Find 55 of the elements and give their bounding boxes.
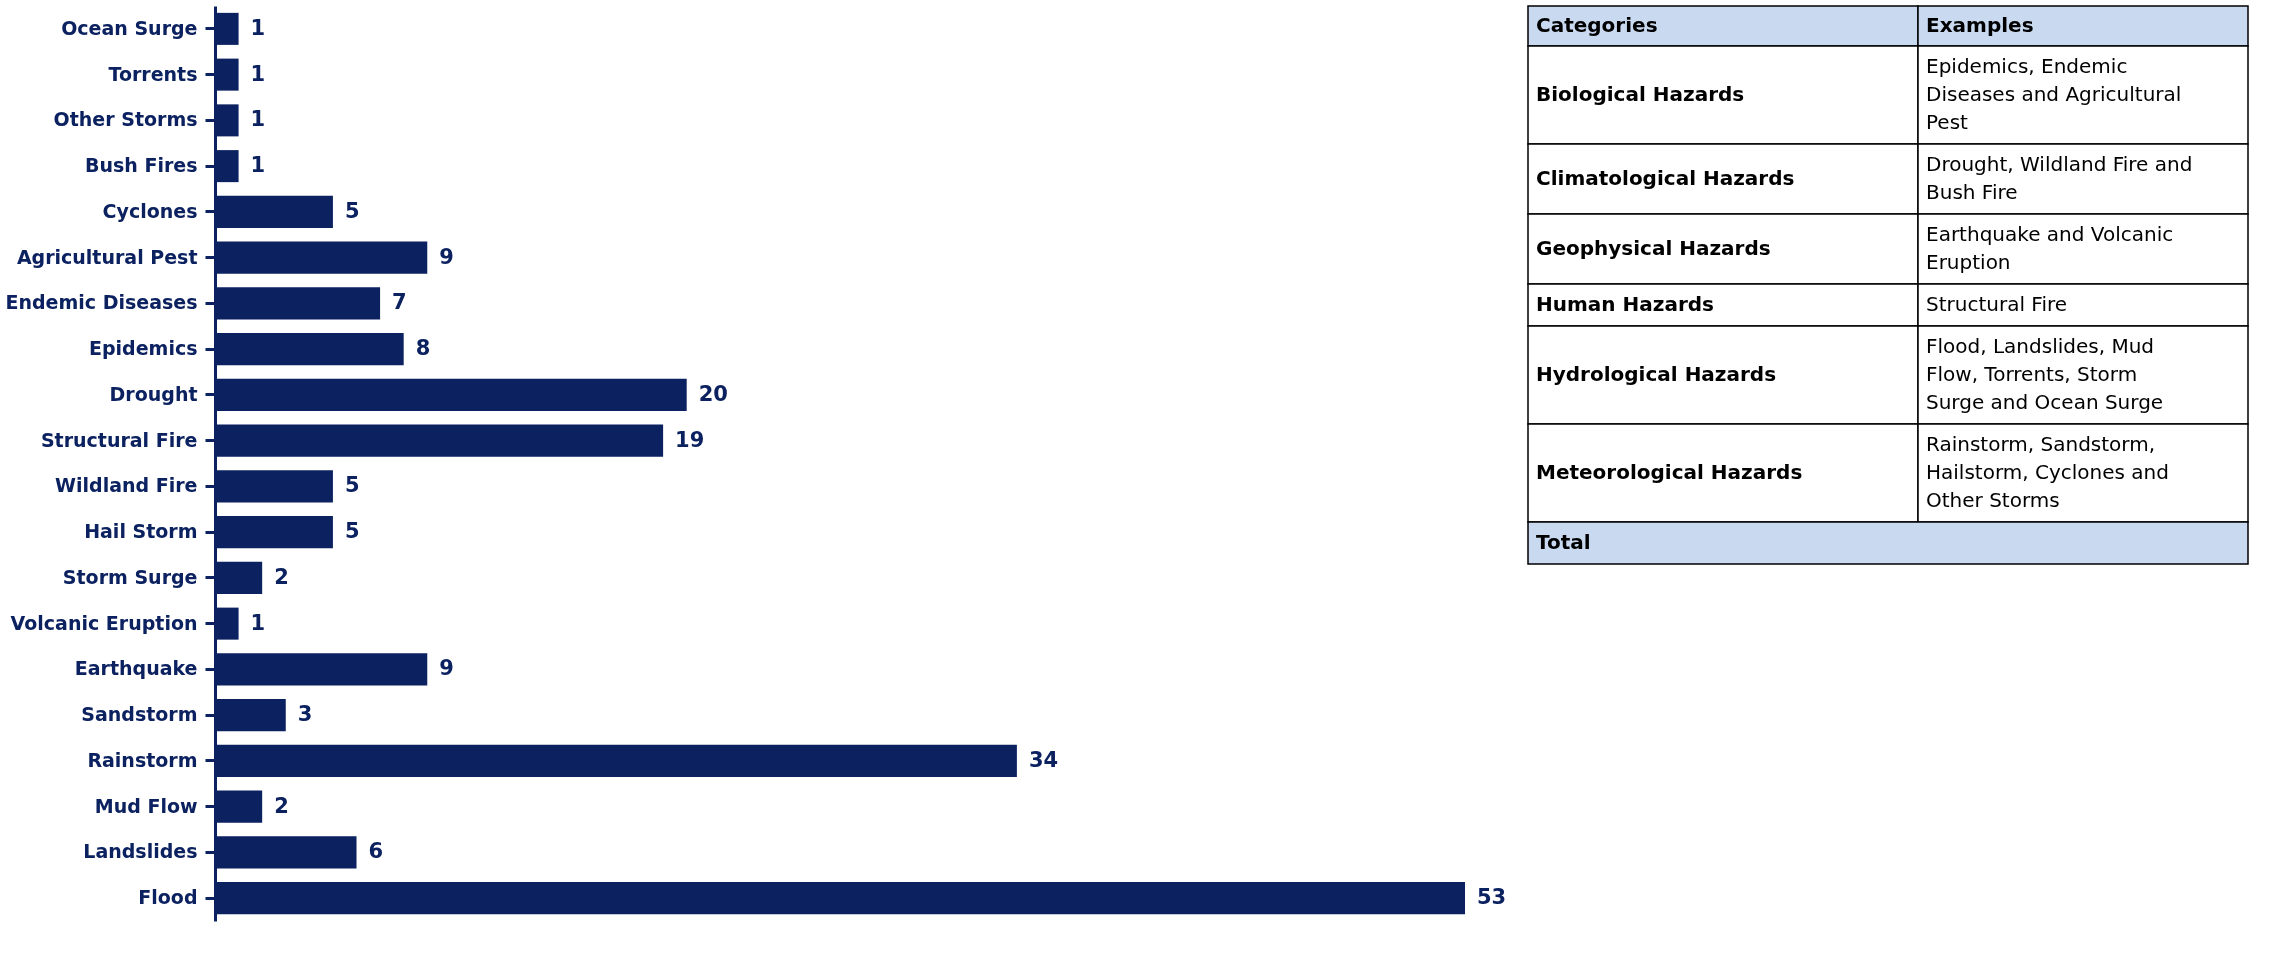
data-label: 34 xyxy=(1028,747,1059,772)
data-label: 1 xyxy=(250,61,266,86)
text: Drought, Wildland Fire and Bush Fire xyxy=(1926,152,2193,204)
data-label: 7 xyxy=(392,290,407,315)
data-label: 8 xyxy=(415,336,431,361)
y-tick-label: Cyclones xyxy=(102,199,198,222)
data-label: 9 xyxy=(439,656,454,681)
y-tick-label: Hail Storm xyxy=(84,520,198,543)
data-label: 1 xyxy=(250,107,266,132)
data-label: 2 xyxy=(274,793,289,818)
text: Flood, Landslides, Mud Flow, Torrents, Storm Surge and Ocean Surge xyxy=(1926,334,2164,414)
data-label: 5 xyxy=(344,198,360,223)
data-label: 1 xyxy=(250,15,266,40)
data-label: 20 xyxy=(698,381,728,406)
data-label: 3 xyxy=(297,702,313,727)
category-label: Meteorological Hazards xyxy=(1536,460,1803,484)
y-tick-label: Epidemics xyxy=(89,337,198,360)
y-tick-label: Wildland Fire xyxy=(55,474,198,497)
y-tick-label: Landslides xyxy=(83,840,198,863)
y-tick-label: Earthquake xyxy=(74,657,198,680)
data-label: 9 xyxy=(439,244,454,269)
category-label: Human Hazards xyxy=(1536,292,1714,316)
y-tick-label: Mud Flow xyxy=(94,794,198,817)
y-tick-label: Drought xyxy=(109,382,198,405)
y-tick-label: Endemic Diseases xyxy=(5,291,198,314)
y-tick-label: Bush Fires xyxy=(84,154,198,177)
category-label: Hydrological Hazards xyxy=(1536,362,1777,386)
data-label: 19 xyxy=(675,427,705,452)
data-label: 53 xyxy=(1477,885,1507,910)
data-label: 1 xyxy=(250,153,266,178)
text: Structural Fire xyxy=(1926,292,2068,316)
y-tick-label: Volcanic Eruption xyxy=(10,611,198,634)
y-tick-label: Ocean Surge xyxy=(61,16,198,39)
y-tick-label: Rainstorm xyxy=(87,748,198,771)
category-label: Total xyxy=(1536,530,1591,554)
y-tick-label: Agricultural Pest xyxy=(16,245,198,268)
text: Epidemics, Endemic Diseases and Agricultural Pest xyxy=(1926,54,2182,134)
data-label: 6 xyxy=(368,839,384,864)
text: Rainstorm, Sandstorm, Hailstorm, Cyclones and Other Storms xyxy=(1926,432,2169,512)
data-label: 5 xyxy=(344,519,360,544)
y-tick-label: Storm Surge xyxy=(62,565,198,588)
category-label: Examples xyxy=(1926,13,2034,37)
data-label: 1 xyxy=(250,610,266,635)
y-tick-label: Flood xyxy=(138,886,198,909)
text: Earthquake and Volcanic Eruption xyxy=(1926,222,2174,274)
category-label: Climatological Hazards xyxy=(1536,166,1795,190)
y-tick-label: Other Storms xyxy=(53,108,198,131)
category-label: Biological Hazards xyxy=(1536,82,1745,106)
y-tick-label: Torrents xyxy=(108,62,198,85)
y-tick-label: Structural Fire xyxy=(40,428,198,451)
y-tick-label: Sandstorm xyxy=(81,703,198,726)
category-label: Categories xyxy=(1536,13,1658,37)
data-label: 5 xyxy=(344,473,360,498)
data-label: 2 xyxy=(274,564,289,589)
category-label: Geophysical Hazards xyxy=(1536,236,1771,260)
